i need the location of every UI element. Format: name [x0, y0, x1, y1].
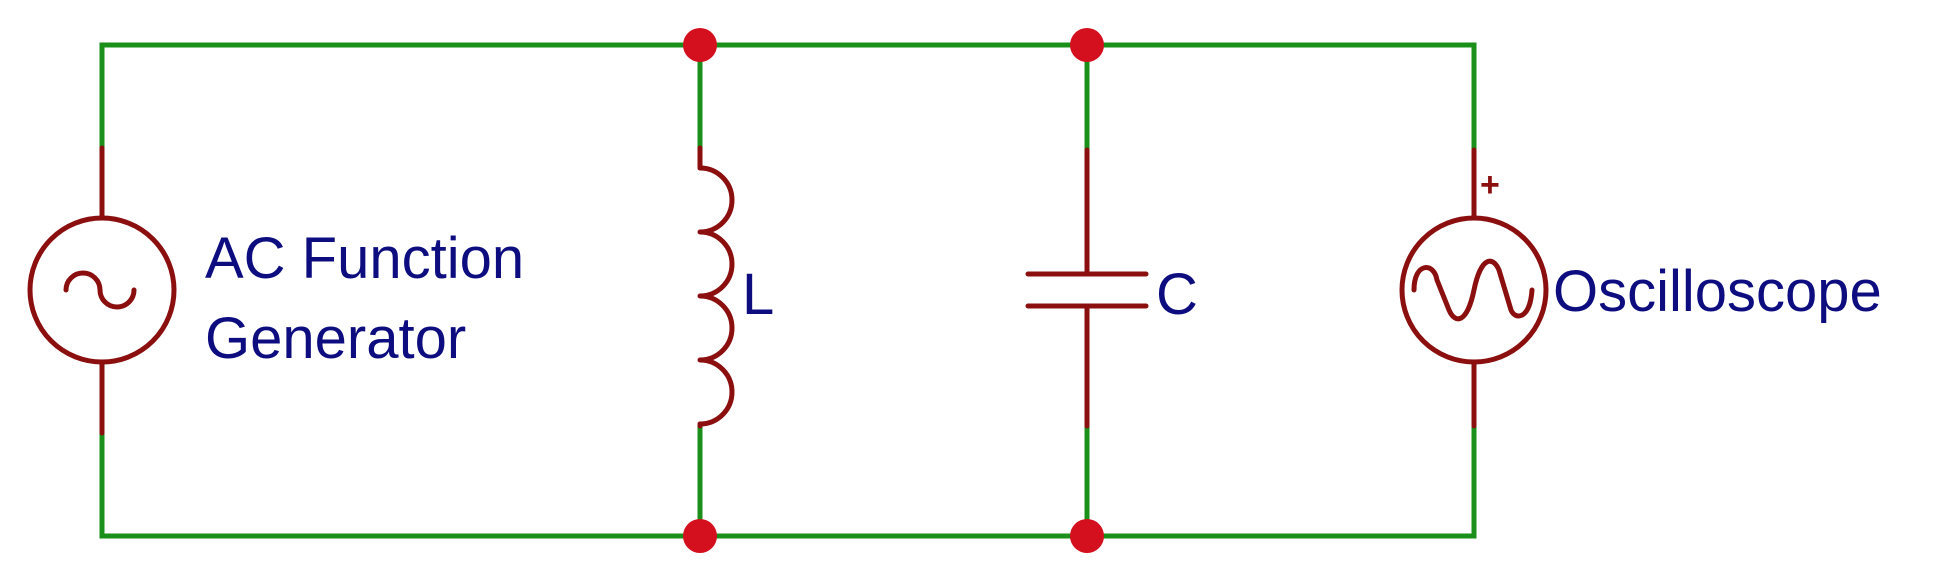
junctions: [683, 28, 1104, 553]
capacitor-label: C: [1156, 262, 1198, 327]
meter-polarity-plus: +: [1480, 166, 1500, 204]
junction-dot-top-left: [683, 28, 717, 62]
junction-dot-bottom-left: [683, 519, 717, 553]
oscilloscope: [1399, 147, 1549, 429]
inductor: [697, 145, 735, 429]
wires: [99, 42, 1477, 539]
inductor-label: L: [742, 262, 774, 327]
inductor-coil-icon: [697, 165, 735, 427]
capacitor: [1025, 147, 1149, 429]
meter-circle: [1399, 215, 1549, 365]
sine-source-icon: [63, 270, 137, 310]
source-label-line1: AC Function: [205, 226, 524, 291]
labels: AC Function Generator L C Oscilloscope +: [205, 166, 1882, 371]
junction-dot-top-right: [1070, 28, 1104, 62]
source-circle: [27, 215, 177, 365]
meter-label: Oscilloscope: [1553, 259, 1882, 324]
source-label-line2: Generator: [205, 306, 466, 371]
junction-dot-bottom-right: [1070, 519, 1104, 553]
oscilloscope-waveform-icon: [1411, 258, 1535, 322]
ac-source: [27, 145, 177, 436]
